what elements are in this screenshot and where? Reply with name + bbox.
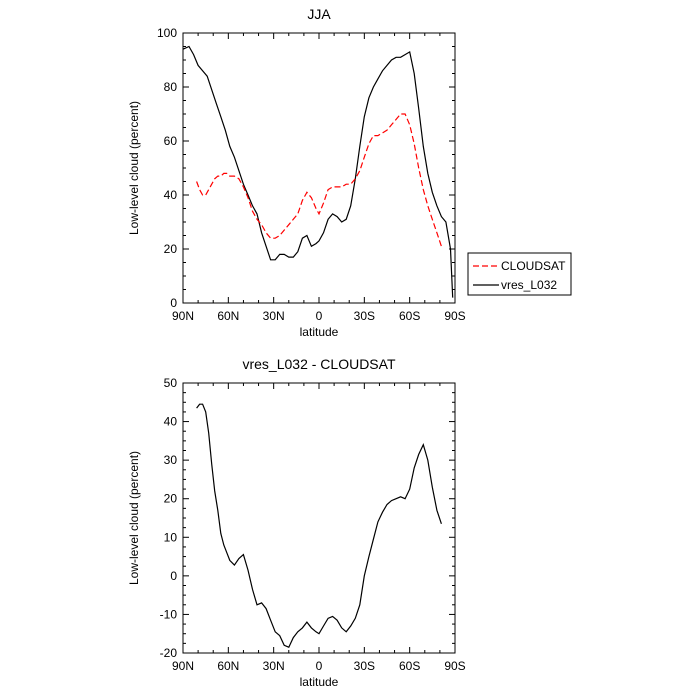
x-tick-label: 30N [263,659,285,673]
x-tick-label: 60N [217,309,239,323]
x-tick-label: 90N [172,309,194,323]
y-tick-label: 20 [164,242,178,256]
y-tick-label: 40 [164,415,178,429]
y-tick-label: -20 [160,646,178,660]
plot-frame [182,382,456,654]
y-axis-title: Low-level cloud (percent) [127,451,141,585]
y-tick-label: 40 [164,188,178,202]
x-axis-title: latitude [300,325,339,339]
y-tick-label: 60 [164,134,178,148]
x-tick-label: 60N [217,659,239,673]
y-tick-label: -10 [160,607,178,621]
y-tick-label: 0 [170,296,177,310]
x-tick-label: 0 [316,309,323,323]
x-tick-label: 30S [354,309,375,323]
x-axis-title: latitude [300,675,339,689]
series-line-cloudsat [196,113,442,247]
series-line-vres-l032 [183,45,454,298]
x-tick-label: 30N [263,309,285,323]
x-tick-label: 30S [354,659,375,673]
x-tick-label: 60S [399,659,420,673]
x-tick-label: 60S [399,309,420,323]
y-tick-label: 10 [164,530,178,544]
x-tick-label: 90S [444,309,465,323]
jja-chart: JJA 90N 60N 30N 0 30S 60S 90S 0 20 40 60 80 100 latitu… [127,6,466,339]
x-tick-label: 90S [444,659,465,673]
y-axis-title: Low-level cloud (percent) [127,101,141,235]
legend-box [467,252,572,296]
y-tick-label: 100 [157,26,177,40]
difference-chart: vres_L032 - CLOUDSAT 90N 60N 30N 0 30S 60S 90S -… [127,356,466,689]
legend: CLOUDSAT vres_L032 [467,252,572,296]
y-tick-label: 50 [164,376,178,390]
y-tick-label: 0 [170,569,177,583]
x-tick-label: 0 [316,659,323,673]
legend-label-cloudsat: CLOUDSAT [501,259,566,273]
chart-title: JJA [307,6,331,22]
y-tick-label: 80 [164,80,178,94]
legend-label-vres-l032: vres_L032 [501,278,557,292]
y-tick-label: 30 [164,453,178,467]
series-line-vres-l032-cloudsat [196,403,442,648]
y-tick-label: 20 [164,492,178,506]
chart-title: vres_L032 - CLOUDSAT [242,356,395,372]
x-tick-label: 90N [172,659,194,673]
